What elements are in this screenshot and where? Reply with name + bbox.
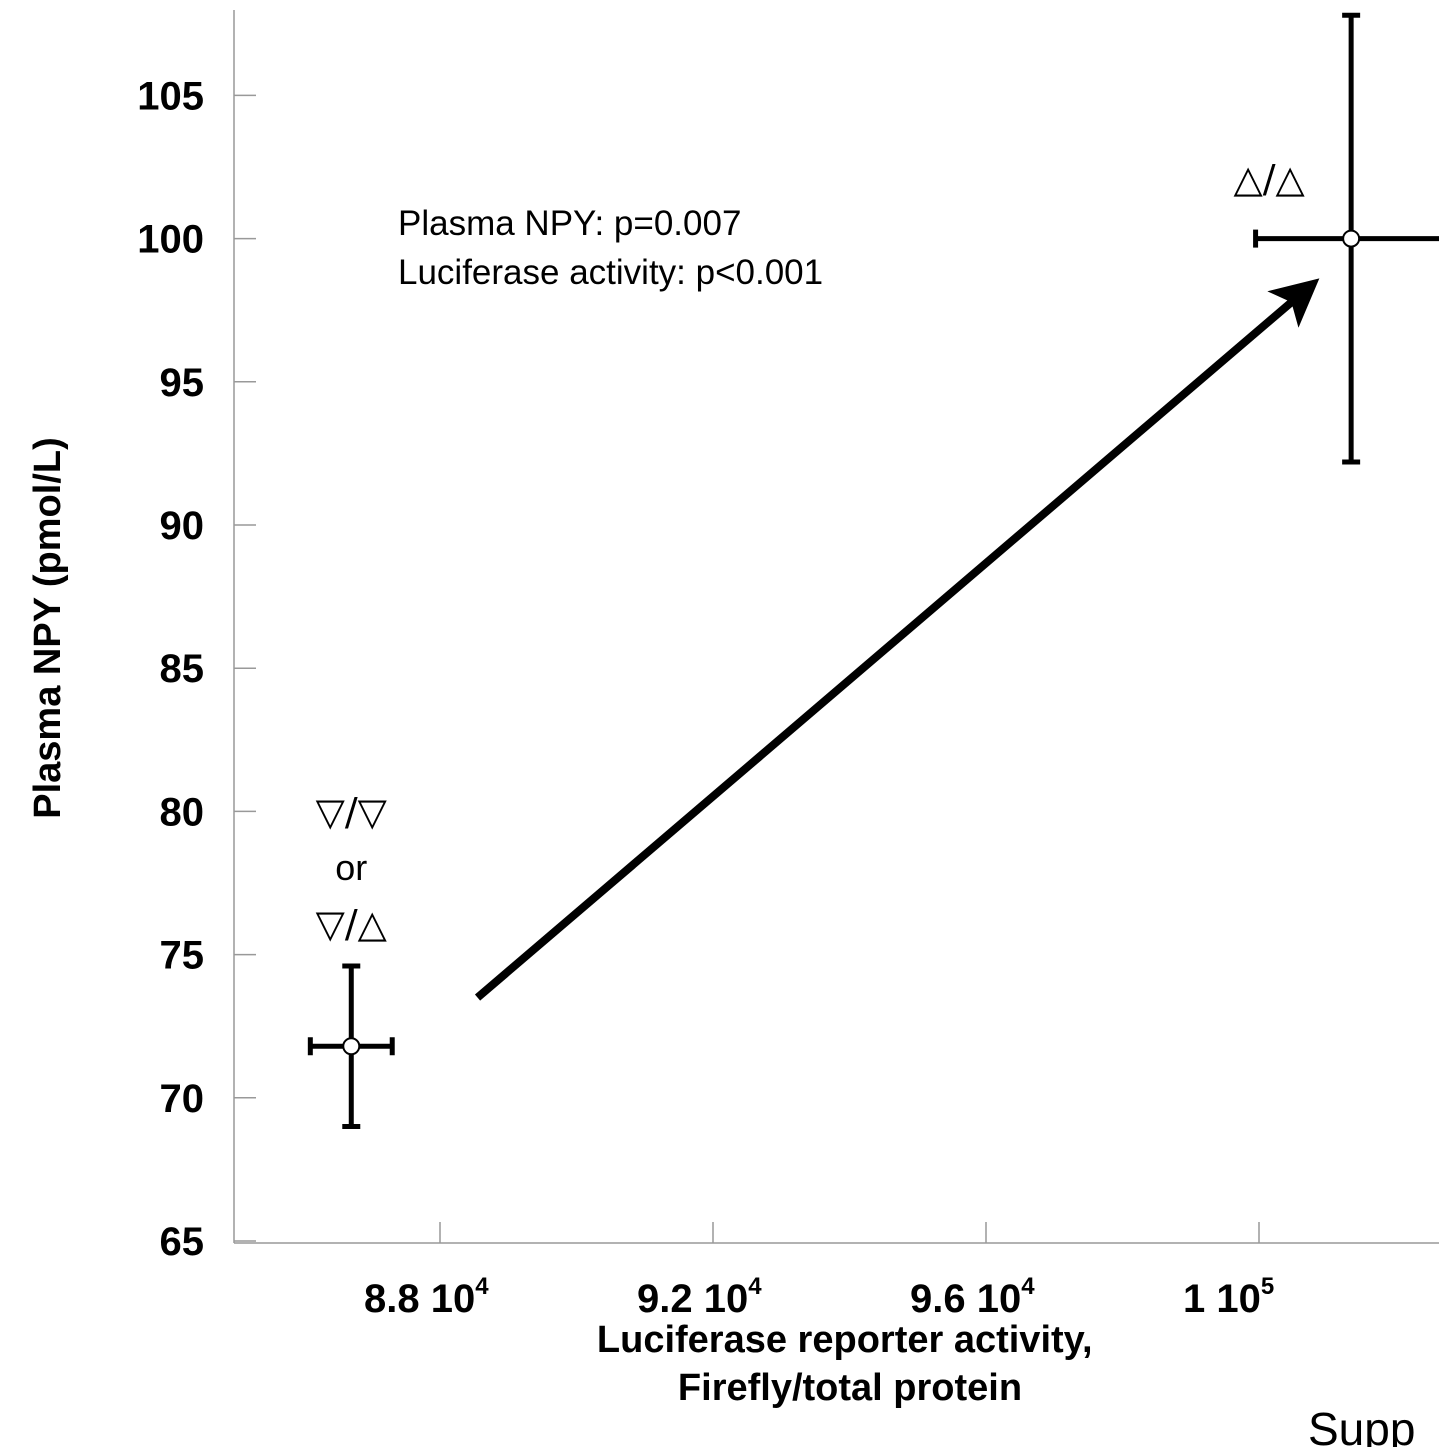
x-tick-label: 1 105 xyxy=(1183,1273,1274,1321)
axes xyxy=(233,10,1439,1244)
genotype-label: ▽/△ xyxy=(316,902,388,946)
x-tick-label: 8.8 104 xyxy=(364,1273,489,1321)
x-tick-exponent: 4 xyxy=(1021,1273,1035,1300)
data-points: ▽/▽ or ▽/△ △/△ xyxy=(307,12,1439,1129)
x-tick-exponent: 5 xyxy=(1261,1273,1274,1300)
stats-line-luciferase: Luciferase activity: p<0.001 xyxy=(398,253,823,292)
y-tick-label: 80 xyxy=(160,790,205,834)
genotype-or-label: or xyxy=(335,847,367,888)
genotype-label: ▽/▽ xyxy=(316,790,388,834)
stats-annotation: Plasma NPY: p=0.007 Luciferase activity:… xyxy=(398,204,823,292)
x-tick-exponent: 4 xyxy=(475,1273,489,1300)
y-tick-label: 65 xyxy=(160,1220,205,1264)
y-ticks: 65 70 75 80 85 90 95 100 105 xyxy=(137,74,256,1264)
x-axis-title: Luciferase reporter activity, Firefly/to… xyxy=(597,1319,1103,1409)
data-point-marker xyxy=(1342,229,1361,248)
footer-text: Supp xyxy=(1308,1403,1415,1447)
genotype-label: △/△ xyxy=(1234,157,1306,201)
data-point-group: ▽/▽ or ▽/△ xyxy=(307,790,395,1129)
y-tick-label: 105 xyxy=(137,74,204,118)
x-tick-exponent: 4 xyxy=(748,1273,762,1300)
x-tick-mantissa: 8.8 10 xyxy=(364,1277,475,1321)
y-tick-label: 95 xyxy=(160,361,205,405)
data-point-group: △/△ xyxy=(1234,12,1439,465)
x-tick-label: 9.6 104 xyxy=(910,1273,1035,1321)
y-tick-label: 70 xyxy=(160,1077,205,1121)
x-tick-mantissa: 1 10 xyxy=(1183,1277,1261,1321)
x-axis-title-line-2: Firefly/total protein xyxy=(678,1367,1022,1409)
x-tick-mantissa: 9.6 10 xyxy=(910,1277,1021,1321)
data-point-marker xyxy=(342,1037,361,1056)
y-tick-label: 90 xyxy=(160,504,205,548)
y-tick-label: 100 xyxy=(137,218,204,262)
x-ticks: 8.8 104 9.2 104 9.6 104 1 105 xyxy=(364,1222,1274,1321)
y-axis-title: Plasma NPY (pmol/L) xyxy=(27,437,69,819)
x-tick-mantissa: 9.2 10 xyxy=(637,1277,748,1321)
y-tick-label: 85 xyxy=(160,647,205,691)
x-axis-title-line-1: Luciferase reporter activity, xyxy=(597,1319,1093,1361)
trend-arrow xyxy=(474,278,1320,1001)
y-tick-label: 75 xyxy=(160,934,205,978)
stats-line-npy: Plasma NPY: p=0.007 xyxy=(398,204,741,243)
x-tick-label: 9.2 104 xyxy=(637,1273,762,1321)
